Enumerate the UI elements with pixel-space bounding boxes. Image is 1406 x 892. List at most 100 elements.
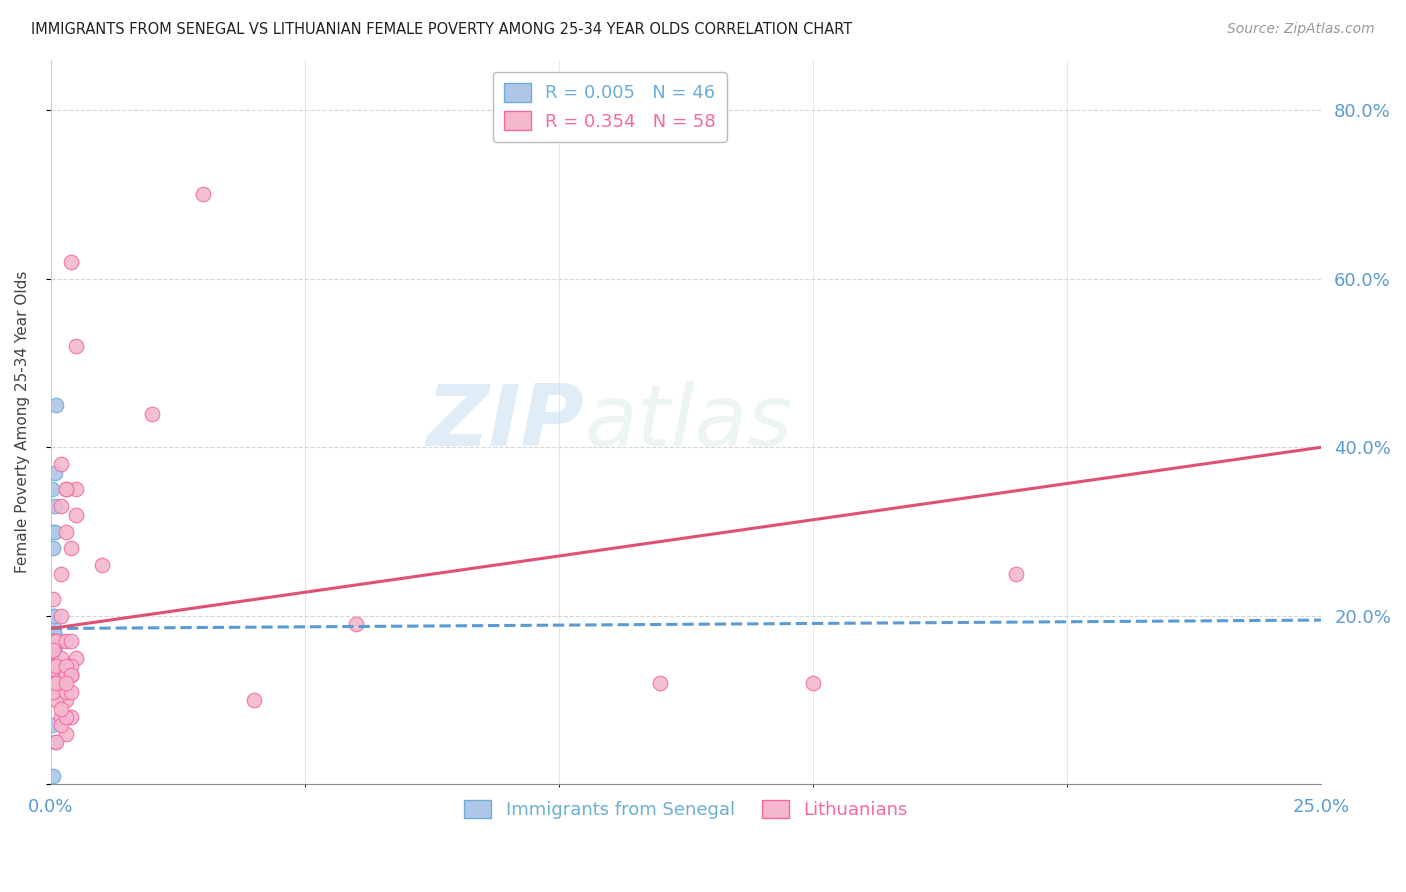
Point <box>41 659 63 673</box>
Point <box>60 668 83 682</box>
Point <box>42 634 65 648</box>
Point <box>42 684 65 698</box>
Point <box>45 634 67 648</box>
Text: Source: ZipAtlas.com: Source: ZipAtlas.com <box>1227 22 1375 37</box>
Point <box>60 541 83 556</box>
Point <box>45 676 67 690</box>
Point <box>90 558 112 573</box>
Point <box>44 735 66 749</box>
Point <box>42 634 65 648</box>
Point <box>42 634 65 648</box>
Point <box>41 668 63 682</box>
Point <box>45 693 67 707</box>
Point <box>42 625 65 640</box>
Point <box>41 483 63 497</box>
Point <box>42 659 65 673</box>
Point <box>49 651 72 665</box>
Point <box>801 676 824 690</box>
Point <box>42 659 65 673</box>
Point <box>41 659 63 673</box>
Point <box>45 398 67 412</box>
Point <box>44 608 66 623</box>
Point <box>45 676 67 690</box>
Point <box>65 339 87 353</box>
Point <box>650 676 672 690</box>
Point <box>49 676 72 690</box>
Point <box>55 524 77 539</box>
Point <box>42 668 65 682</box>
Point <box>44 466 66 480</box>
Point <box>48 668 70 682</box>
Point <box>49 457 72 471</box>
Point <box>49 718 72 732</box>
Point <box>55 668 77 682</box>
Point <box>60 710 83 724</box>
Text: atlas: atlas <box>585 381 792 464</box>
Point <box>42 625 65 640</box>
Point <box>45 634 67 648</box>
Point <box>60 684 83 698</box>
Point <box>42 617 65 632</box>
Point <box>42 659 65 673</box>
Point <box>49 701 72 715</box>
Point <box>42 642 65 657</box>
Point <box>42 642 65 657</box>
Point <box>42 642 65 657</box>
Point <box>42 651 65 665</box>
Text: ZIP: ZIP <box>426 381 585 464</box>
Point <box>60 659 83 673</box>
Point <box>55 693 77 707</box>
Point <box>41 676 63 690</box>
Point <box>41 634 63 648</box>
Point <box>55 710 77 724</box>
Point <box>60 634 83 648</box>
Y-axis label: Female Poverty Among 25-34 Year Olds: Female Poverty Among 25-34 Year Olds <box>15 271 30 574</box>
Point <box>42 642 65 657</box>
Point <box>55 684 77 698</box>
Point <box>55 659 77 673</box>
Point <box>42 769 65 783</box>
Point <box>344 617 367 632</box>
Point <box>42 524 65 539</box>
Point <box>45 659 67 673</box>
Point <box>243 693 266 707</box>
Point <box>41 651 63 665</box>
Point <box>44 524 66 539</box>
Point <box>55 727 77 741</box>
Point <box>65 483 87 497</box>
Point <box>41 668 63 682</box>
Point <box>141 407 163 421</box>
Point <box>42 608 65 623</box>
Point <box>42 676 65 690</box>
Point <box>49 710 72 724</box>
Point <box>42 634 65 648</box>
Point <box>49 566 72 581</box>
Text: IMMIGRANTS FROM SENEGAL VS LITHUANIAN FEMALE POVERTY AMONG 25-34 YEAR OLDS CORRE: IMMIGRANTS FROM SENEGAL VS LITHUANIAN FE… <box>31 22 852 37</box>
Point <box>44 500 66 514</box>
Point <box>65 651 87 665</box>
Point <box>55 483 77 497</box>
Point <box>41 651 63 665</box>
Point <box>49 500 72 514</box>
Point <box>42 592 65 607</box>
Point <box>42 541 65 556</box>
Point <box>55 668 77 682</box>
Point <box>49 676 72 690</box>
Point <box>45 668 67 682</box>
Point <box>55 668 77 682</box>
Point <box>49 634 72 648</box>
Point <box>55 668 77 682</box>
Point <box>55 634 77 648</box>
Point <box>55 676 77 690</box>
Point <box>42 634 65 648</box>
Point <box>60 255 83 269</box>
Point <box>60 668 83 682</box>
Point <box>60 668 83 682</box>
Point <box>42 634 65 648</box>
Point <box>41 718 63 732</box>
Point <box>55 483 77 497</box>
Legend: Immigrants from Senegal, Lithuanians: Immigrants from Senegal, Lithuanians <box>457 792 915 826</box>
Point <box>49 608 72 623</box>
Point <box>45 735 67 749</box>
Point <box>42 634 65 648</box>
